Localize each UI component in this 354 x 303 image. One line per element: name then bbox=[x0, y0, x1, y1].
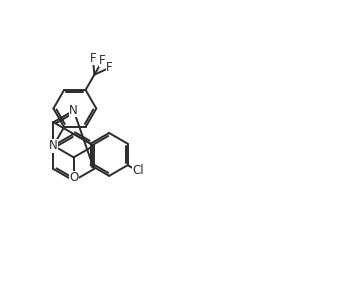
Text: F: F bbox=[90, 52, 96, 65]
Text: O: O bbox=[69, 171, 78, 184]
Text: F: F bbox=[106, 61, 113, 74]
Text: Cl: Cl bbox=[132, 165, 144, 178]
Text: N: N bbox=[69, 104, 78, 117]
Text: F: F bbox=[99, 54, 106, 67]
Text: N: N bbox=[49, 139, 58, 152]
